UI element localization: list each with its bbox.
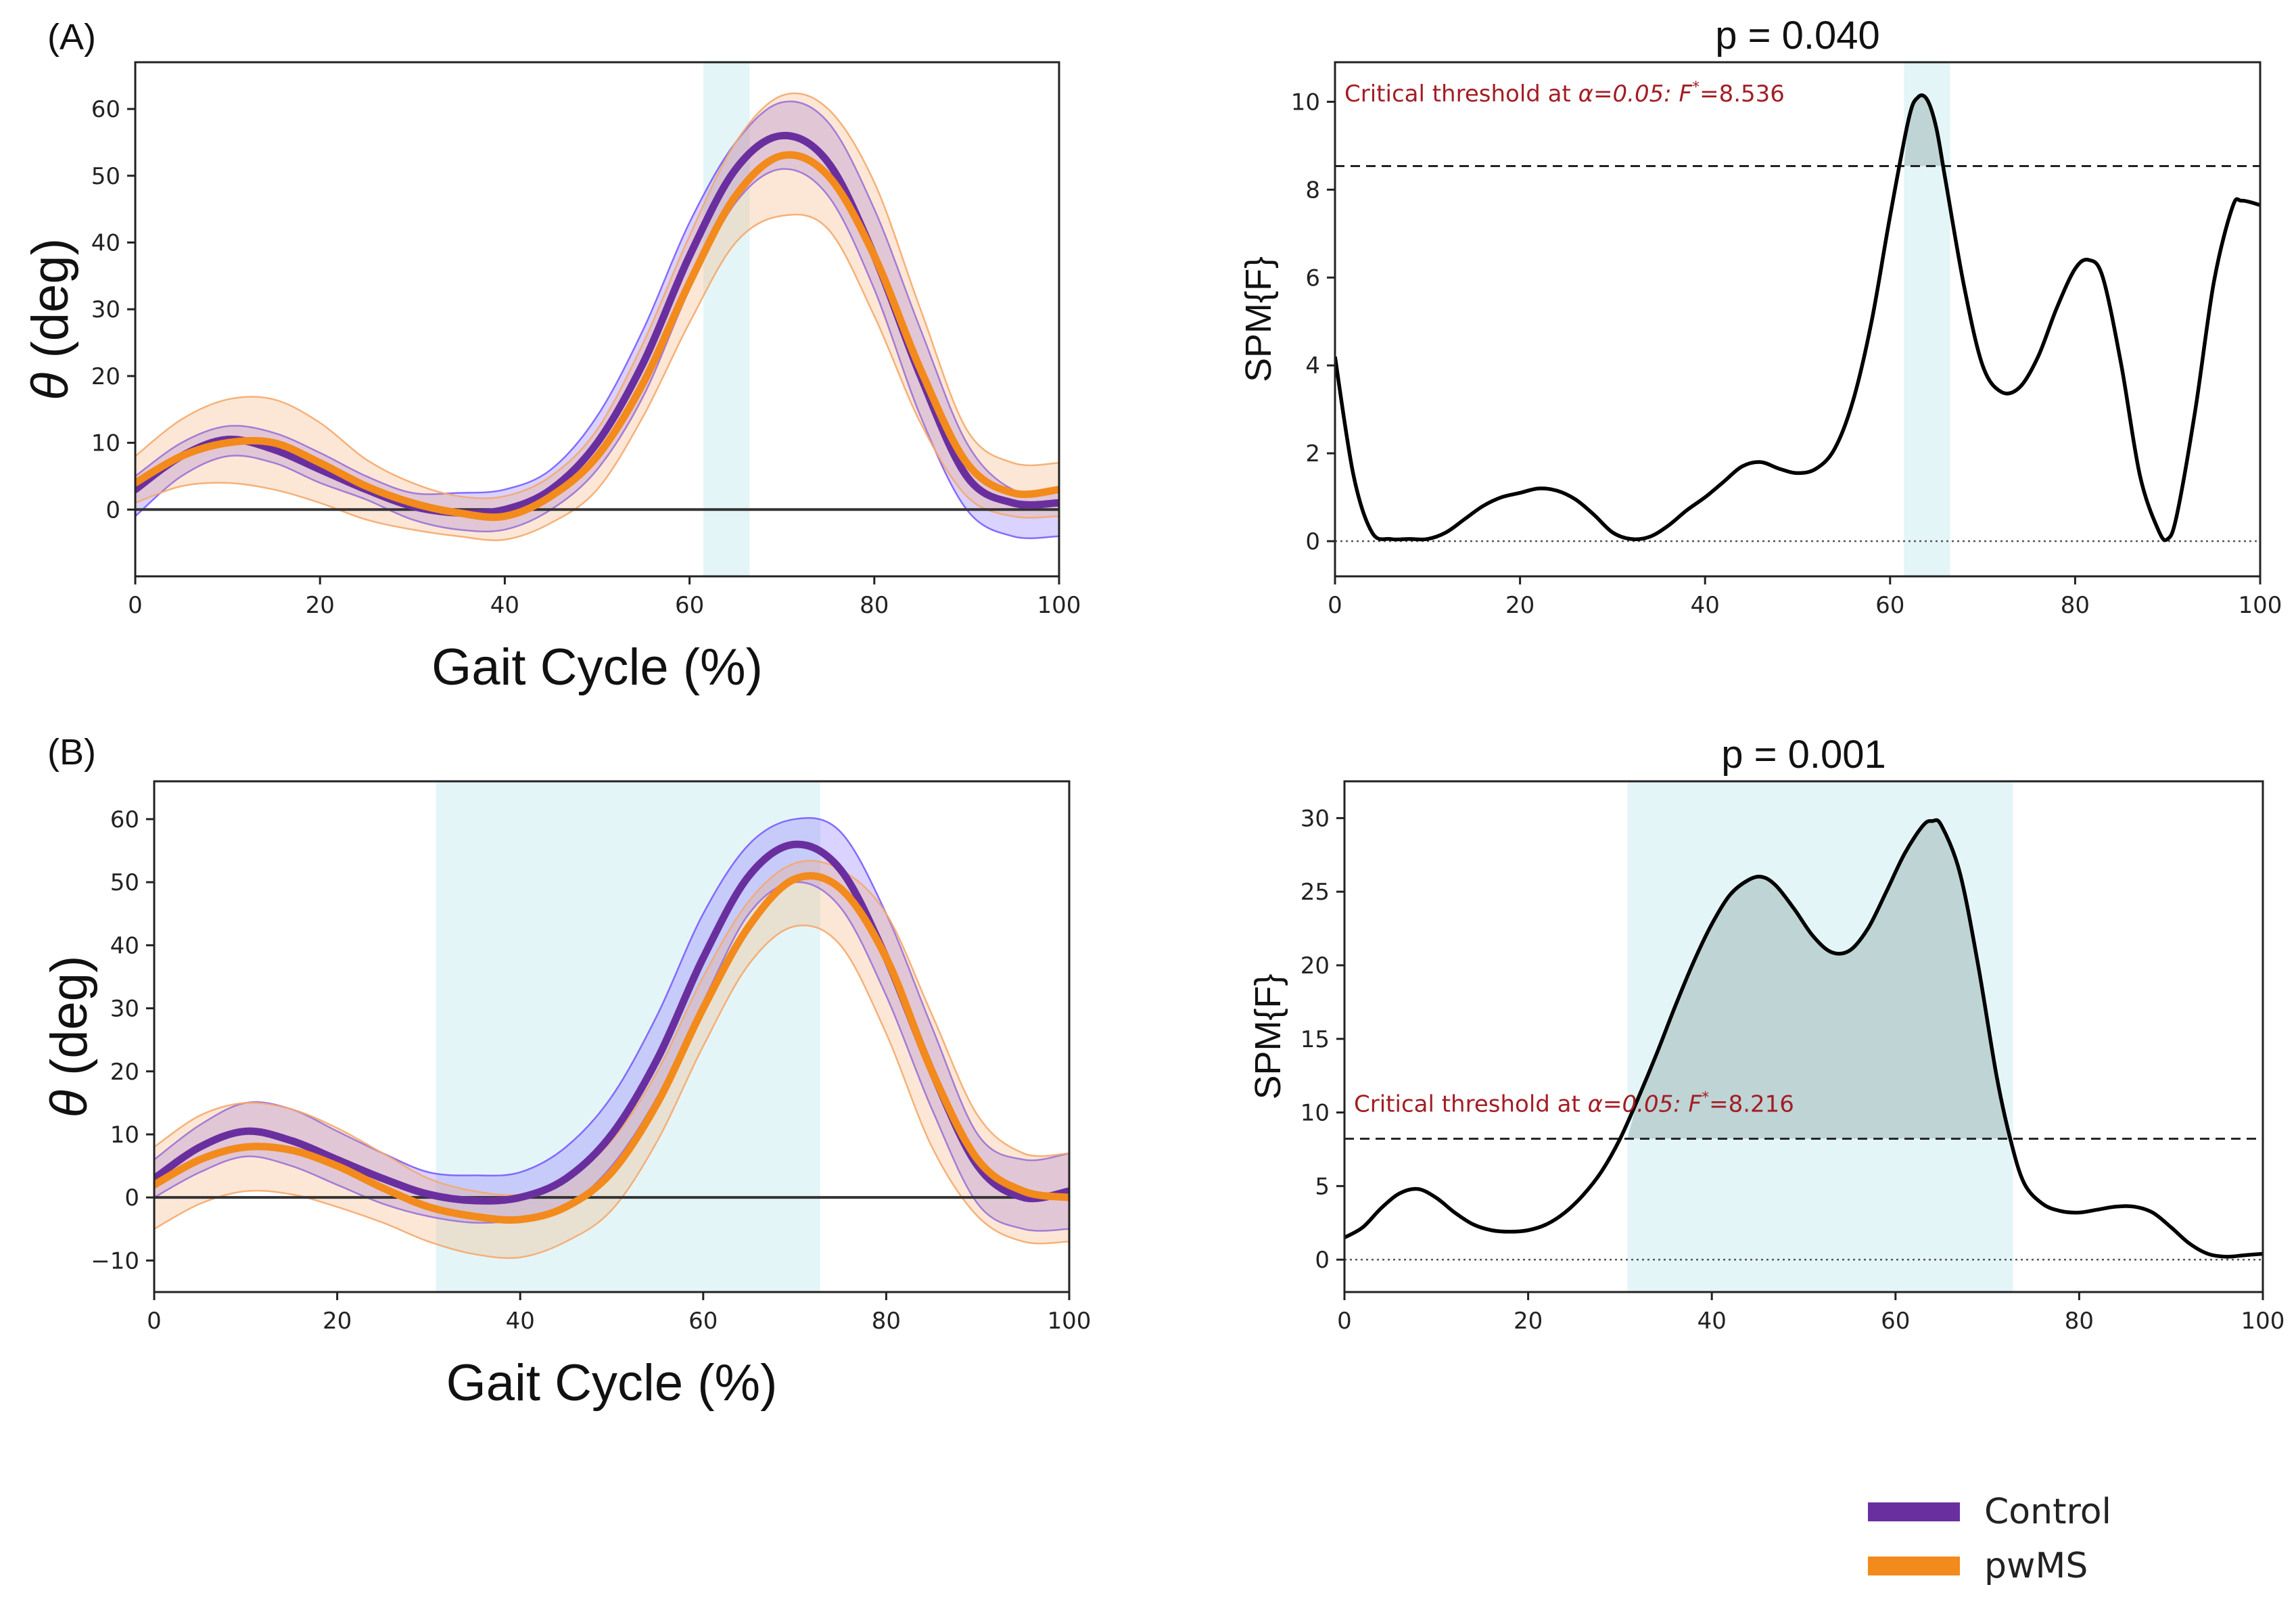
x-tick-label: 80 [872, 1308, 901, 1335]
x-axis-label: Gait Cycle (%) [431, 639, 763, 696]
threshold-label: Critical threshold at α=0.05: F*=8.536 [1344, 79, 1785, 108]
suprathreshold-cluster [1904, 95, 1944, 166]
chart-a-angle: 0 20 40 60 80 100 0 10 20 30 40 50 60 Gait Cycle (%) θ… [22, 61, 1081, 696]
y-tick-label: 6 [1305, 264, 1320, 292]
x-tick-label: 0 [128, 592, 143, 619]
panel-a-label: (A) [47, 17, 96, 57]
x-tick-label: 20 [323, 1308, 352, 1335]
spm-curve [1335, 93, 2260, 543]
x-tick-label: 60 [675, 592, 704, 619]
suprathreshold-cluster [1627, 820, 2011, 1139]
x-tick-label: 40 [1697, 1308, 1727, 1335]
y-axis-label: θ (deg) [22, 238, 79, 400]
axes-frame [153, 780, 1071, 1293]
x-tick-label: 40 [506, 1308, 535, 1335]
y-tick-label: 8 [1305, 177, 1320, 204]
x-tick-label: 80 [860, 592, 889, 619]
y-tick-label: 0 [124, 1184, 139, 1212]
x-tick-label: 60 [1875, 592, 1904, 619]
plot-area [1344, 781, 2263, 1292]
x-tick-label: 40 [490, 592, 519, 619]
y-axis-label: SPM{F} [1238, 256, 1279, 382]
legend-label-control: Control [1984, 1492, 2111, 1532]
x-tick-label: 0 [1337, 1308, 1352, 1335]
y-tick-label: 10 [1291, 89, 1320, 116]
y-tick-label: 50 [91, 163, 120, 190]
legend-label-pwms: pwMS [1984, 1546, 2088, 1586]
x-tick-label: 80 [2061, 592, 2090, 619]
y-tick-label: −10 [91, 1247, 139, 1274]
x-tick-label: 100 [1048, 1308, 1092, 1335]
y-tick-label: 4 [1305, 352, 1320, 379]
y-tick-label: 5 [1315, 1173, 1330, 1200]
x-tick-label: 80 [2065, 1308, 2094, 1335]
y-tick-label: 30 [110, 996, 139, 1023]
legend-item-control: Control [1868, 1492, 2111, 1532]
y-tick-label: 10 [1301, 1100, 1330, 1127]
x-tick-label: 0 [147, 1308, 162, 1335]
x-tick-label: 100 [1037, 592, 1081, 619]
chart-b-angle: 0 20 40 60 80 100 −10 0 10 20 30 40 50 60 Gait Cycle (… [41, 780, 1092, 1412]
axes-frame [1334, 61, 2262, 578]
y-tick-label: 20 [91, 363, 120, 390]
threshold-label: Critical threshold at α=0.05: F*=8.216 [1354, 1089, 1794, 1118]
y-tick-label: 10 [110, 1122, 139, 1149]
spm-curve [1344, 818, 2263, 1259]
plot-area [135, 62, 1059, 576]
x-tick-label: 100 [2239, 592, 2282, 619]
y-tick-label: 2 [1305, 440, 1320, 467]
x-tick-label: 100 [2241, 1308, 2285, 1335]
y-tick-label: 25 [1301, 879, 1330, 906]
y-tick-label: 20 [1301, 952, 1330, 980]
y-tick-label: 30 [1301, 805, 1330, 832]
chart-title: p = 0.001 [1721, 733, 1886, 777]
significant-region [703, 62, 750, 576]
panel-b-label: (B) [47, 732, 96, 773]
y-tick-label: 30 [91, 296, 120, 323]
y-axis-label: SPM{F} [1248, 973, 1288, 1099]
y-tick-label: 40 [110, 932, 139, 959]
axes-frame [1343, 780, 2264, 1293]
x-axis-label: Gait Cycle (%) [446, 1354, 778, 1412]
plot-area [1335, 62, 2260, 576]
chart-a-spm: Critical threshold at α=0.05: F*=8.536 0 2… [1238, 14, 2282, 619]
band-pwms [135, 92, 1059, 541]
y-tick-label: 0 [1315, 1247, 1330, 1274]
legend: Control pwMS [1868, 1492, 2220, 1593]
x-tick-label: 60 [1881, 1308, 1910, 1335]
x-tick-label: 0 [1328, 592, 1342, 619]
y-tick-label: 40 [91, 229, 120, 256]
chart-title: p = 0.040 [1715, 14, 1880, 57]
y-axis-label: θ (deg) [41, 956, 98, 1118]
x-tick-label: 20 [306, 592, 335, 619]
y-tick-label: 0 [106, 497, 120, 524]
mean-line-pwms [154, 872, 1069, 1224]
chart-b-spm: Critical threshold at α=0.05: F*=8.216 0 2… [1248, 733, 2285, 1335]
mean-line-pwms [135, 151, 1059, 522]
legend-swatch-pwms [1868, 1557, 1960, 1575]
y-tick-label: 10 [91, 430, 120, 457]
x-tick-label: 20 [1505, 592, 1534, 619]
x-tick-label: 60 [688, 1308, 718, 1335]
legend-item-pwms: pwMS [1868, 1546, 2088, 1586]
y-tick-label: 20 [110, 1059, 139, 1086]
axes-frame [134, 61, 1060, 578]
y-tick-label: 50 [110, 869, 139, 896]
x-tick-label: 20 [1514, 1308, 1543, 1335]
plot-area [154, 781, 1069, 1292]
legend-swatch-control [1868, 1502, 1960, 1521]
x-tick-label: 40 [1691, 592, 1720, 619]
y-tick-label: 0 [1305, 528, 1320, 555]
y-tick-label: 15 [1301, 1026, 1330, 1053]
y-tick-label: 60 [110, 806, 139, 833]
y-tick-label: 60 [91, 96, 120, 123]
